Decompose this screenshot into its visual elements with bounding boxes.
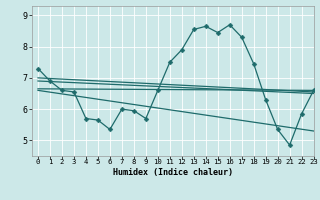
X-axis label: Humidex (Indice chaleur): Humidex (Indice chaleur) bbox=[113, 168, 233, 177]
